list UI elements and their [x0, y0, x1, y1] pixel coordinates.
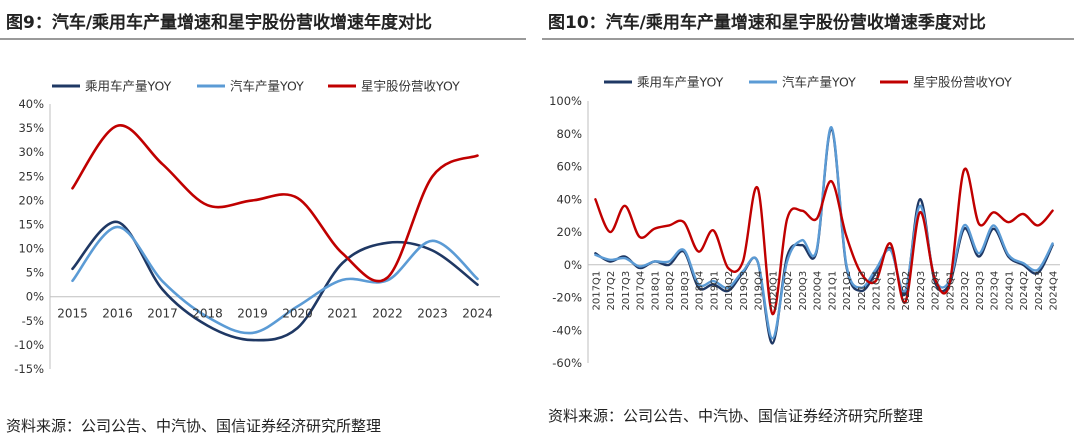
legend-label: 星宇股份营收YOY	[913, 75, 1012, 90]
legend-label: 星宇股份营收YOY	[361, 79, 460, 94]
x-tick-label: 2020Q3	[798, 271, 809, 311]
source-note: 资料来源：公司公告、中汽协、国信证券经济研究所整理	[548, 407, 924, 425]
y-tick-label: 0%	[564, 258, 582, 272]
x-tick-label: 2017Q1	[591, 271, 602, 311]
y-tick-label: 10%	[18, 242, 44, 256]
x-tick-label: 2024	[462, 307, 493, 321]
y-tick-label: -40%	[552, 323, 582, 337]
y-tick-label: 40%	[18, 97, 44, 111]
y-tick-label: 20%	[556, 225, 582, 239]
x-tick-label: 2020Q1	[768, 271, 779, 311]
x-tick-label: 2024Q4	[1049, 271, 1060, 311]
legend-label: 乘用车产量YOY	[85, 79, 172, 94]
x-tick-label: 2018	[192, 307, 223, 321]
x-tick-label: 2021Q1	[827, 271, 838, 311]
x-tick-label: 2022Q3	[916, 271, 927, 311]
chart-title: 图10：汽车/乘用车产量增速和星宇股份营收增速季度对比	[548, 13, 986, 33]
y-tick-label: 30%	[18, 145, 44, 159]
x-tick-label: 2019	[237, 307, 268, 321]
y-tick-label: 15%	[18, 217, 44, 231]
x-tick-label: 2019Q3	[739, 271, 750, 311]
x-tick-label: 2023Q2	[960, 271, 971, 311]
chart-title: 图9：汽车/乘用车产量增速和星宇股份营收增速年度对比	[6, 13, 433, 33]
legend-label: 乘用车产量YOY	[637, 75, 724, 90]
y-tick-label: -15%	[14, 362, 44, 376]
x-tick-label: 2022Q1	[886, 271, 897, 311]
chart-panel-annual: 图9：汽车/乘用车产量增速和星宇股份营收增速年度对比 -15% -10% -5% 0%…	[0, 0, 532, 442]
y-tick-label: 20%	[18, 193, 44, 207]
x-tick-label: 2023Q3	[975, 271, 986, 311]
x-tick-label: 2017Q2	[606, 271, 617, 311]
series-line	[594, 167, 1054, 316]
x-tick-label: 2019Q1	[709, 271, 720, 311]
x-tick-label: 2021	[327, 307, 358, 321]
x-tick-label: 2020	[282, 307, 313, 321]
x-tick-label: 2017	[147, 307, 178, 321]
y-tick-label: 25%	[18, 169, 44, 183]
y-tick-label: 60%	[556, 160, 582, 174]
x-tick-label: 2018Q1	[650, 271, 661, 311]
x-tick-label: 2022	[372, 307, 403, 321]
y-tick-label: 80%	[556, 127, 582, 141]
x-tick-label: 2024Q3	[1034, 271, 1045, 311]
y-tick-label: 40%	[556, 192, 582, 206]
y-tick-label: -5%	[22, 314, 44, 328]
x-tick-label: 2017Q3	[621, 271, 632, 311]
title-divider	[0, 38, 526, 40]
quarterly-line-chart: -60% -40% -20% 0% 20% 40% 60% 80% 100% 2017Q1 2017…	[549, 75, 1060, 370]
title-divider	[542, 38, 1074, 40]
legend-label: 汽车产量YOY	[782, 75, 856, 90]
x-tick-label: 2020Q2	[783, 271, 794, 311]
y-tick-label: 5%	[26, 266, 44, 280]
y-tick-label: 0%	[26, 290, 44, 304]
x-tick-label: 2024Q1	[1004, 271, 1015, 311]
x-tick-label: 2017Q4	[636, 271, 647, 311]
x-tick-label: 2018Q3	[680, 271, 691, 311]
x-tick-label: 2019Q4	[754, 271, 765, 311]
chart-panel-quarterly: 图10：汽车/乘用车产量增速和星宇股份营收增速季度对比 -60% -40% -20%…	[542, 0, 1080, 442]
y-tick-label: 100%	[549, 94, 582, 108]
annual-line-chart: -15% -10% -5% 0% 5% 10% 15% 20% 25% 30% 35% 40% 2015…	[14, 79, 500, 376]
y-tick-label: 35%	[18, 121, 44, 135]
y-tick-label: -60%	[552, 356, 582, 370]
x-tick-label: 2023	[417, 307, 448, 321]
x-tick-label: 2022Q4	[931, 271, 942, 311]
x-tick-label: 2021Q4	[872, 271, 883, 311]
x-tick-label: 2018Q2	[665, 271, 676, 311]
legend-label: 汽车产量YOY	[230, 79, 304, 94]
y-tick-label: -10%	[14, 338, 44, 352]
x-tick-label: 2023Q4	[990, 271, 1001, 311]
x-tick-label: 2020Q4	[813, 271, 824, 311]
x-tick-label: 2021Q2	[842, 271, 853, 311]
y-tick-label: -20%	[552, 291, 582, 305]
x-tick-label: 2021Q3	[857, 271, 868, 311]
x-tick-label: 2016	[102, 307, 133, 321]
series-line	[594, 125, 1054, 340]
series-line	[71, 124, 479, 283]
x-tick-label: 2018Q4	[695, 271, 706, 311]
series-line	[71, 225, 479, 335]
x-tick-label: 2024Q2	[1019, 271, 1030, 311]
x-tick-label: 2015	[57, 307, 88, 321]
x-tick-label: 2022Q2	[901, 271, 912, 311]
x-tick-label: 2019Q2	[724, 271, 735, 311]
source-note: 资料来源：公司公告、中汽协、国信证券经济研究所整理	[6, 417, 382, 435]
x-tick-label: 2023Q1	[945, 271, 956, 311]
